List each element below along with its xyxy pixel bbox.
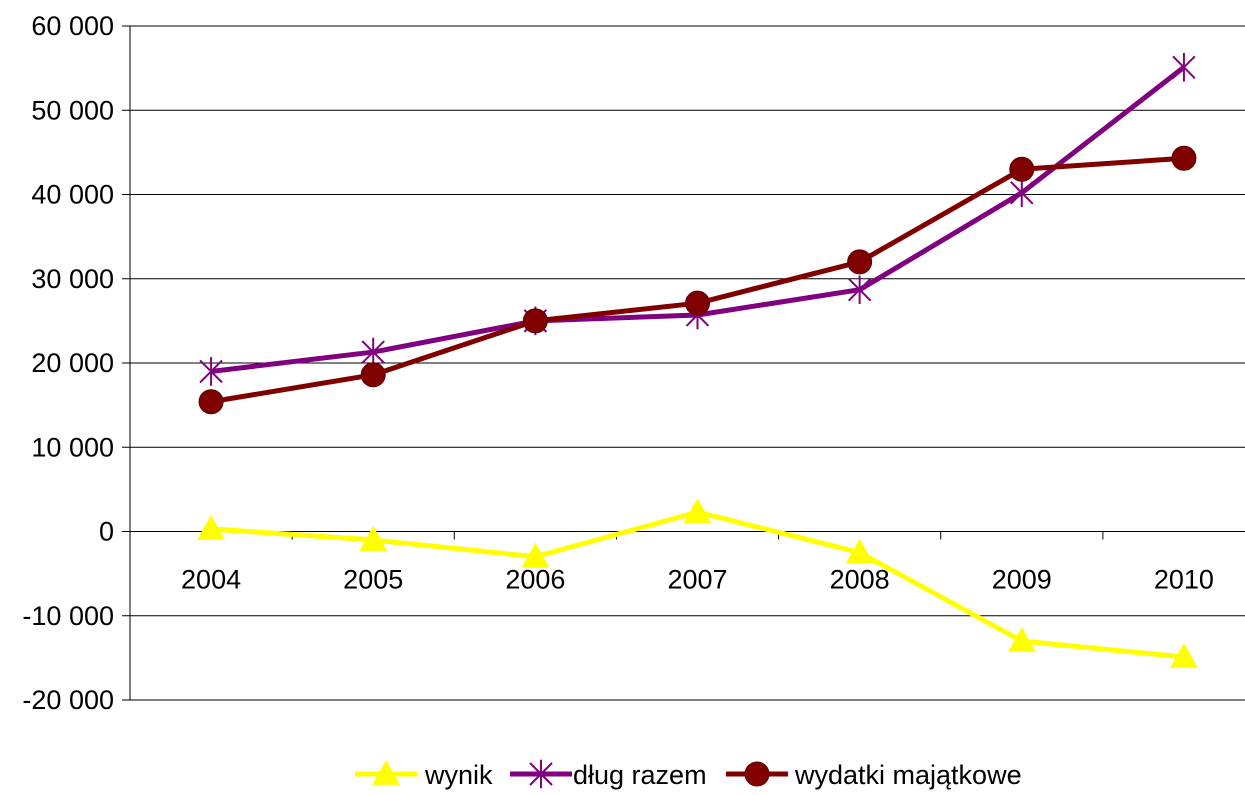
y-tick-label: 40 000 — [31, 180, 114, 210]
legend-item: dług razem — [510, 760, 707, 790]
y-tick-label: 0 — [99, 517, 114, 547]
x-tick-label: 2009 — [992, 565, 1052, 595]
data-point — [199, 390, 223, 414]
x-tick-labels: 2004 2005 2006 2007 2008 2009 2010 — [181, 565, 1214, 595]
legend-label: wydatki majątkowe — [794, 760, 1022, 790]
y-tick-label: -10 000 — [22, 601, 114, 631]
data-point — [848, 250, 872, 274]
legend: wynik dług razem wydatki majątkowe — [355, 760, 1022, 790]
y-tick-label: 60 000 — [31, 11, 114, 41]
data-point — [1010, 157, 1034, 181]
data-point — [686, 291, 710, 315]
series-2 — [199, 146, 1196, 413]
legend-marker — [745, 762, 769, 786]
y-tick-label: 30 000 — [31, 264, 114, 294]
data-point — [685, 499, 711, 522]
legend-label: wynik — [424, 760, 493, 790]
legend-item: wynik — [355, 760, 493, 790]
y-tick-labels: -20 000 -10 000 0 10 000 20 000 30 000 40 000 5… — [22, 11, 114, 715]
y-tick-label: 20 000 — [31, 348, 114, 378]
x-tick-label: 2004 — [181, 565, 241, 595]
x-tick-label: 2008 — [830, 565, 890, 595]
y-tick-label: 10 000 — [31, 432, 114, 462]
series-1 — [200, 53, 1195, 386]
x-tick-label: 2006 — [505, 565, 565, 595]
y-tick-label: 50 000 — [31, 95, 114, 125]
data-point — [1173, 53, 1195, 82]
x-tick-label: 2010 — [1154, 565, 1214, 595]
y-tick-label: -20 000 — [22, 685, 114, 715]
data-point — [523, 309, 547, 333]
data-point — [1172, 146, 1196, 170]
x-tick-label: 2005 — [343, 565, 403, 595]
data-point — [361, 363, 385, 387]
legend-label: dług razem — [573, 760, 707, 790]
x-tick-label: 2007 — [667, 565, 727, 595]
data-point — [1011, 179, 1033, 208]
legend-item: wydatki majątkowe — [726, 760, 1022, 790]
